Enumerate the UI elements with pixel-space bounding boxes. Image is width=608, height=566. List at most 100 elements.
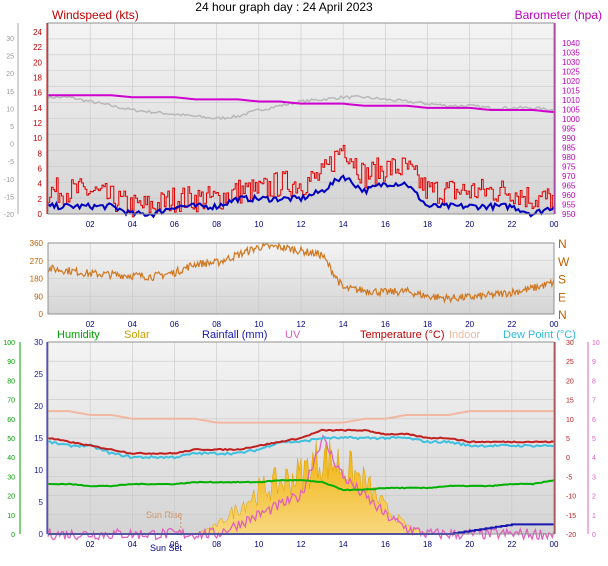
temp-x-tick-label: 22 [507,540,516,549]
humidity-tick-label: 30 [7,474,15,481]
temperature-tick-label: -15 [566,513,576,520]
uv-tick-label: 9 [592,359,596,366]
compass-tick-label: E [558,290,566,304]
compass-tick-label: W [558,255,570,269]
windspeed-tick-label: 6 [38,165,43,174]
wind-x-tick-label: 12 [297,220,306,229]
direction-x-tick-label: 12 [297,320,306,329]
temp-x-tick-label: 20 [465,540,474,549]
windspeed-axis-label: Windspeed (kts) [52,8,139,22]
direction-x-tick-label: 14 [339,320,348,329]
barometer-tick-label: 1030 [562,58,580,67]
uv-tick-label: 6 [592,417,596,424]
wind-outer-tick-label: -20 [4,212,14,219]
wind-outer-tick-label: -10 [4,177,14,184]
wind-outer-tick-label: 30 [6,36,14,43]
temperature-tick-label: 25 [566,359,574,366]
dewpoint-line [47,435,554,460]
direction-x-tick-label: 10 [254,320,263,329]
wind-x-tick-label: 06 [170,220,179,229]
windspeed-line [48,144,555,218]
wind-outer-tick-label: -15 [4,194,14,201]
legend-indoor: Indoor [449,329,481,341]
temp-x-tick-label: 10 [254,540,263,549]
windspeed-tick-label: 4 [38,180,43,189]
temp-x-tick-label: 06 [170,540,179,549]
barometer-line [48,94,555,114]
windspeed-tick-label: 0 [38,210,43,219]
direction-x-tick-label: 00 [550,320,559,329]
panel-border [47,242,555,315]
barometer-tick-label: 1010 [562,96,580,105]
humidity-tick-label: 80 [7,378,15,385]
legend-uv: UV [285,329,301,341]
temp-legend: Humidity Solar Rainfall (mm) UV Temperat… [57,329,576,341]
chart-title: 24 hour graph day : 24 April 2023 [195,0,373,14]
legend-temperature: Temperature (°C) [360,329,444,341]
temp-x-tick-label: 16 [381,540,390,549]
temp-x-tick-label: 00 [550,540,559,549]
temperature-tick-label: 20 [566,378,574,385]
compass-tick-label: N [558,237,567,251]
temperature-tick-label: -5 [566,474,572,481]
humidity-tick-label: 10 [7,513,15,520]
direction-x-tick-label: 04 [128,320,137,329]
wind-outer-tick-label: 10 [6,106,14,113]
rainfall-tick-label: 10 [34,466,43,475]
direction-tick-label: 360 [30,239,44,248]
wind-average-line [47,174,555,219]
barometer-tick-label: 970 [562,172,576,181]
barometer-tick-label: 1015 [562,87,580,96]
uv-tick-label: 0 [592,532,596,539]
temp-x-tick-label: 04 [128,540,137,549]
humidity-tick-label: 100 [3,340,15,347]
rainfall-tick-label: 15 [34,434,43,443]
barometer-tick-label: 990 [562,134,576,143]
barometer-tick-label: 1005 [562,106,580,115]
humidity-line [48,478,555,492]
humidity-tick-label: 40 [7,455,15,462]
wind-x-tick-label: 16 [381,220,390,229]
temperature-tick-label: -20 [566,532,576,539]
direction-x-tick-label: 22 [507,320,516,329]
barometer-tick-label: 995 [562,125,576,134]
barometer-tick-label: 1035 [562,49,580,58]
barometer-tick-label: 1000 [562,115,580,124]
temp-x-tick-label: 18 [423,540,432,549]
windspeed-tick-label: 10 [33,134,42,143]
direction-tick-label: 90 [34,292,43,301]
wind-x-tick-label: 04 [128,220,137,229]
wind-outer-tick-label: 5 [10,124,14,131]
windspeed-tick-label: 16 [33,89,42,98]
wind-outer-tick-label: 15 [6,89,14,96]
wind-x-tick-label: 10 [254,220,263,229]
direction-x-tick-label: 02 [86,320,95,329]
wind-x-tick-label: 18 [423,220,432,229]
rainfall-tick-label: 25 [34,370,43,379]
wind-x-tick-label: 00 [550,220,559,229]
humidity-tick-label: 70 [7,398,15,405]
uv-tick-label: 2 [592,494,596,501]
sunset-label: Sun Set [150,543,183,553]
rainfall-tick-label: 30 [34,338,43,347]
wind-x-tick-label: 14 [339,220,348,229]
uv-tick-label: 3 [592,474,596,481]
direction-tick-label: 0 [39,310,44,319]
temperature-tick-label: 0 [566,455,570,462]
barometer-tick-label: 1025 [562,68,580,77]
direction-x-tick-label: 08 [212,320,221,329]
compass-tick-label: S [558,273,566,287]
windspeed-tick-label: 8 [38,149,43,158]
barometer-axis-label: Barometer (hpa) [515,8,602,22]
uv-tick-label: 8 [592,378,596,385]
direction-tick-label: 180 [30,275,44,284]
temperature-tick-label: 10 [566,417,574,424]
windspeed-tick-label: 2 [38,195,43,204]
wind-direction-line [47,241,555,304]
uv-tick-label: 5 [592,436,596,443]
wind-outer-tick-label: 20 [6,71,14,78]
humidity-tick-label: 60 [7,417,15,424]
uv-tick-label: 4 [592,455,596,462]
